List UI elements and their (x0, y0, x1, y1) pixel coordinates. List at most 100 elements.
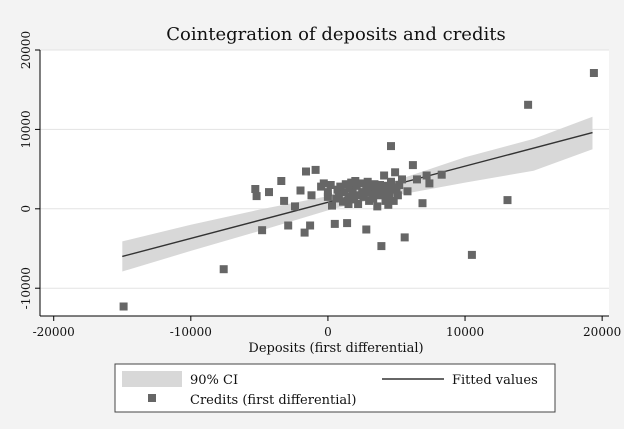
data-point-32 (344, 200, 353, 208)
y-tick-label-2: 10000 (19, 110, 33, 148)
y-tick-label-0: -10000 (19, 267, 33, 309)
data-point-21 (328, 201, 336, 210)
grid-lines (40, 49, 609, 289)
data-point-11 (300, 228, 309, 237)
data-point-79 (422, 171, 431, 180)
data-point-78 (418, 199, 427, 208)
data-point-84 (524, 100, 533, 109)
data-point-17 (319, 179, 328, 188)
data-point-45 (362, 185, 371, 193)
data-point-74 (400, 233, 409, 242)
data-point-19 (323, 188, 332, 197)
data-point-7 (280, 196, 289, 205)
data-point-61 (382, 181, 391, 190)
data-point-73 (398, 175, 406, 184)
x-tick-label-4: 20000 (583, 325, 621, 339)
data-point-42 (358, 188, 367, 197)
data-point-75 (403, 187, 412, 196)
data-point-62 (384, 200, 393, 209)
data-point-81 (437, 170, 446, 179)
data-point-54 (374, 191, 383, 200)
x-tick-label-0: -20000 (33, 325, 75, 339)
data-point-3 (252, 192, 261, 201)
legend-ci-label: 90% CI (190, 373, 238, 388)
data-point-2 (251, 185, 260, 193)
data-point-50 (369, 194, 378, 203)
data-point-76 (408, 161, 417, 170)
data-point-10 (296, 186, 305, 195)
data-point-82 (467, 250, 476, 259)
data-point-1 (219, 265, 228, 274)
data-point-20 (326, 181, 335, 189)
data-point-48 (366, 188, 375, 197)
data-point-14 (307, 191, 316, 200)
axes: -20000 -10000 0 10000 20000 -10000 0 10000 20000 (19, 31, 621, 339)
data-point-41 (356, 179, 365, 188)
legend: 90% CI Fitted values Credits (first diff… (114, 363, 556, 413)
data-point-13 (306, 221, 315, 230)
data-point-39 (354, 200, 363, 208)
data-point-52 (371, 186, 380, 195)
data-point-59 (380, 171, 389, 180)
data-point-43 (359, 192, 368, 201)
data-point-36 (350, 195, 358, 204)
data-point-58 (378, 190, 387, 199)
data-point-4 (258, 226, 267, 235)
data-point-27 (339, 197, 347, 206)
data-point-85 (589, 69, 598, 77)
legend-points-label: Credits (first differential) (190, 393, 356, 408)
data-point-68 (389, 196, 398, 205)
data-point-67 (388, 183, 397, 192)
chart-title: Cointegration of deposits and credits (166, 24, 505, 45)
data-point-38 (352, 181, 361, 190)
data-point-83 (503, 196, 512, 205)
data-point-72 (395, 181, 404, 189)
data-point-65 (387, 142, 395, 151)
data-point-33 (345, 184, 354, 193)
legend-ci-swatch (122, 371, 182, 387)
data-point-77 (413, 175, 421, 184)
x-tick-label-3: 10000 (446, 325, 484, 339)
data-point-46 (363, 177, 372, 186)
data-point-51 (370, 180, 379, 189)
data-point-29 (341, 180, 350, 189)
data-point-57 (378, 184, 387, 193)
data-point-0 (119, 302, 128, 311)
data-point-44 (362, 225, 371, 234)
data-point-6 (277, 177, 286, 185)
data-point-53 (373, 202, 382, 211)
legend-fit-label: Fitted values (452, 373, 538, 388)
data-point-35 (348, 188, 357, 197)
data-point-22 (330, 219, 339, 228)
data-point-15 (311, 165, 320, 174)
data-point-26 (336, 182, 345, 191)
x-axis-label: Deposits (first differential) (248, 341, 423, 356)
x-tick-label-2: 0 (324, 325, 332, 339)
data-point-5 (265, 188, 273, 197)
data-point-9 (291, 202, 299, 211)
data-point-47 (365, 196, 374, 205)
data-point-70 (392, 185, 401, 194)
data-point-64 (385, 192, 394, 201)
data-point-25 (334, 190, 343, 199)
legend-box (114, 363, 556, 413)
data-point-69 (391, 168, 400, 177)
data-point-18 (323, 192, 332, 201)
data-point-12 (302, 167, 310, 176)
data-point-34 (347, 178, 356, 187)
data-point-71 (393, 191, 402, 200)
data-point-56 (377, 242, 386, 251)
data-point-30 (343, 219, 352, 228)
data-point-28 (340, 188, 349, 197)
x-tick-label-1: -10000 (170, 325, 212, 339)
data-point-80 (425, 179, 434, 188)
legend-points-swatch (148, 394, 156, 402)
data-point-8 (284, 221, 293, 230)
data-point-31 (344, 192, 353, 201)
y-tick-label-3: 20000 (19, 31, 33, 69)
scatter-points (119, 69, 598, 311)
y-tick-label-1: 0 (19, 205, 33, 213)
data-point-66 (387, 177, 395, 186)
data-point-37 (351, 177, 360, 185)
